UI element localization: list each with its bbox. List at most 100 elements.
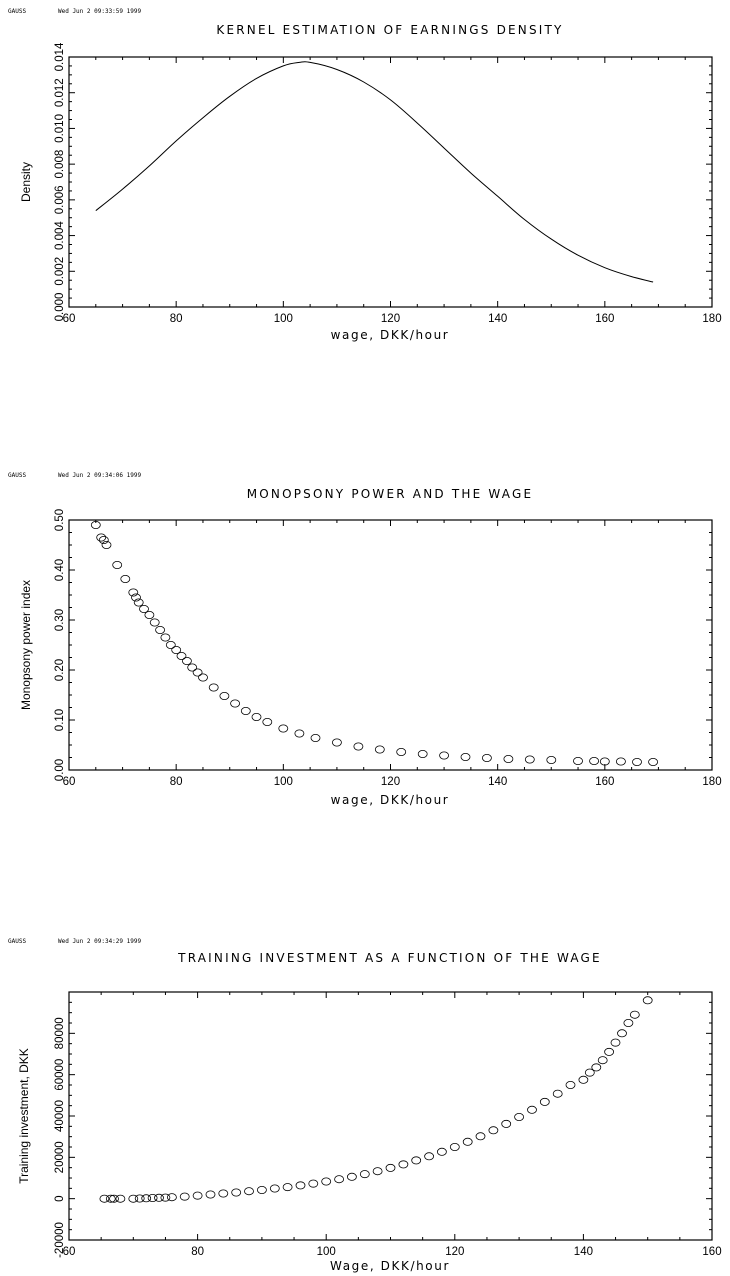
x-tick-label: 180 bbox=[702, 776, 721, 788]
plot-frame bbox=[68, 519, 713, 771]
y-tick-label: 0.10 bbox=[54, 709, 66, 731]
data-point bbox=[176, 652, 187, 661]
chart-monopsony-power: GAUSS Wed Jun 2 09:34:06 1999 MONOPSONY … bbox=[8, 472, 722, 807]
x-axis-label: Wage, DKK/hour bbox=[330, 1259, 450, 1273]
data-point bbox=[604, 1047, 614, 1056]
series-line bbox=[95, 61, 654, 283]
data-point bbox=[282, 1183, 293, 1192]
data-point bbox=[147, 1194, 158, 1203]
data-point bbox=[171, 646, 182, 655]
x-tick-label: 160 bbox=[595, 313, 614, 325]
data-point bbox=[128, 1194, 139, 1203]
data-point bbox=[546, 756, 557, 765]
x-tick-label: 80 bbox=[170, 313, 183, 325]
x-tick-label: 140 bbox=[488, 776, 507, 788]
x-tick-label: 100 bbox=[274, 776, 293, 788]
y-tick-label: 0.008 bbox=[54, 150, 66, 179]
data-point bbox=[160, 1193, 171, 1202]
data-point bbox=[166, 1193, 177, 1202]
x-tick-label: 60 bbox=[63, 313, 76, 325]
data-point bbox=[648, 758, 658, 767]
x-tick-label: 180 bbox=[702, 313, 721, 325]
y-tick-label: 0.00 bbox=[54, 759, 66, 781]
data-point bbox=[295, 1181, 306, 1190]
data-point bbox=[597, 1056, 608, 1065]
y-tick-label: 20000 bbox=[54, 1141, 66, 1173]
x-axis-label: wage, DKK/hour bbox=[331, 328, 450, 342]
data-point bbox=[524, 755, 535, 764]
data-point bbox=[149, 618, 160, 627]
data-point bbox=[131, 593, 141, 602]
data-point bbox=[503, 755, 514, 764]
x-tick-label: 120 bbox=[381, 776, 400, 788]
data-point bbox=[109, 1194, 119, 1203]
x-tick-label: 60 bbox=[63, 776, 76, 788]
y-axis-label: Training investment, DKK bbox=[17, 1048, 31, 1184]
timestamp: Wed Jun 2 09:34:29 1999 bbox=[58, 938, 141, 945]
y-tick-label: 0.006 bbox=[54, 185, 66, 214]
data-point bbox=[642, 996, 653, 1005]
data-point bbox=[99, 1194, 110, 1203]
data-point bbox=[460, 753, 471, 762]
data-point bbox=[134, 1194, 145, 1203]
data-point bbox=[346, 1172, 357, 1181]
data-point bbox=[398, 1160, 409, 1169]
data-point bbox=[396, 748, 407, 757]
data-point bbox=[219, 692, 230, 701]
scatter-points bbox=[90, 521, 658, 767]
data-point bbox=[374, 745, 385, 754]
data-point bbox=[539, 1097, 550, 1106]
data-point bbox=[192, 1191, 203, 1200]
data-point bbox=[308, 1179, 319, 1188]
x-tick-label: 80 bbox=[191, 1246, 204, 1258]
x-tick-label: 80 bbox=[170, 776, 183, 788]
data-point bbox=[514, 1113, 524, 1122]
y-tick-label: 80000 bbox=[54, 1017, 66, 1049]
gauss-label: GAUSS bbox=[8, 938, 26, 945]
data-point bbox=[294, 729, 305, 738]
y-tick-label: 0 bbox=[54, 1195, 66, 1201]
data-point bbox=[269, 1184, 280, 1193]
data-point bbox=[411, 1156, 422, 1165]
data-point bbox=[244, 1187, 254, 1196]
y-tick-label: 0.20 bbox=[54, 659, 66, 681]
data-point bbox=[192, 668, 203, 677]
data-point bbox=[98, 536, 109, 545]
data-point bbox=[187, 663, 198, 672]
data-point bbox=[527, 1105, 537, 1114]
y-tick-label: 40000 bbox=[54, 1100, 66, 1132]
data-point bbox=[240, 707, 251, 716]
plot-frame bbox=[68, 56, 713, 308]
chart-kernel-density: GAUSS Wed Jun 2 09:33:59 1999 KERNEL EST… bbox=[8, 8, 722, 342]
data-point bbox=[112, 561, 123, 570]
timestamp: Wed Jun 2 09:34:06 1999 bbox=[58, 472, 141, 479]
data-point bbox=[475, 1132, 486, 1141]
data-point bbox=[155, 626, 166, 635]
data-point bbox=[439, 751, 450, 760]
data-point bbox=[198, 673, 208, 682]
data-point bbox=[629, 1010, 640, 1019]
data-point bbox=[154, 1193, 164, 1202]
data-point bbox=[501, 1119, 512, 1128]
axis-ticks: 60 80 100 120 140 160 180 0.000 0.002 0.004 0.006 0… bbox=[54, 42, 722, 325]
data-point bbox=[424, 1152, 435, 1161]
data-point bbox=[573, 757, 583, 766]
x-tick-label: 160 bbox=[702, 1246, 721, 1258]
data-point bbox=[310, 734, 321, 743]
plot-frame bbox=[68, 991, 713, 1241]
data-point bbox=[139, 605, 149, 614]
data-point bbox=[165, 641, 176, 650]
scatter-points bbox=[99, 996, 653, 1203]
data-point bbox=[278, 724, 289, 733]
data-point bbox=[584, 1068, 595, 1077]
data-point bbox=[179, 1192, 190, 1201]
y-tick-label: 0.000 bbox=[54, 293, 66, 322]
data-point bbox=[256, 1186, 267, 1195]
data-point bbox=[565, 1081, 576, 1090]
data-point bbox=[417, 750, 428, 759]
gauss-label: GAUSS bbox=[8, 472, 26, 479]
data-point bbox=[578, 1075, 589, 1084]
y-tick-label: 0.010 bbox=[54, 114, 66, 143]
y-axis-label: Monopsony power index bbox=[19, 580, 33, 710]
